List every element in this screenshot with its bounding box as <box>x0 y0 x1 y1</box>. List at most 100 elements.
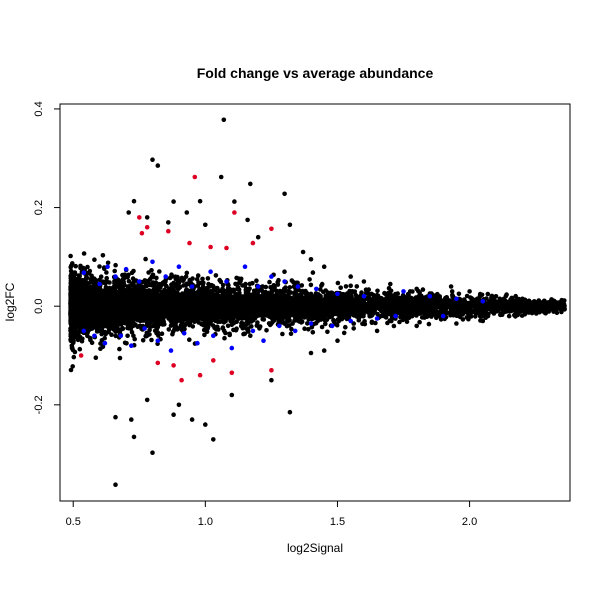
data-point <box>179 319 184 324</box>
data-point <box>117 346 122 352</box>
data-point <box>200 276 205 282</box>
data-point <box>391 294 397 300</box>
data-point <box>307 277 312 282</box>
data-point <box>426 321 432 327</box>
data-point <box>137 323 143 329</box>
data-point <box>369 304 375 309</box>
data-point <box>405 314 410 320</box>
data-point <box>310 330 316 335</box>
data-point <box>92 257 97 263</box>
data-point <box>309 324 315 330</box>
data-point <box>184 270 190 276</box>
data-point <box>98 341 103 346</box>
data-point <box>386 286 392 291</box>
data-point <box>131 268 136 274</box>
data-point <box>261 317 267 322</box>
data-point <box>248 333 253 339</box>
data-point <box>366 287 372 292</box>
data-point <box>349 290 355 295</box>
data-point <box>249 324 254 329</box>
data-point <box>513 293 518 299</box>
data-point <box>391 306 397 311</box>
data-point <box>334 322 340 328</box>
data-point <box>195 273 201 278</box>
data-point <box>562 298 567 303</box>
data-point <box>234 319 239 325</box>
data-point <box>81 282 86 288</box>
data-point <box>319 324 325 330</box>
data-point <box>375 311 380 317</box>
data-point <box>163 283 169 289</box>
data-point <box>97 264 102 269</box>
data-point <box>360 321 365 327</box>
data-point <box>84 274 89 280</box>
data-point <box>325 329 330 335</box>
data-point <box>212 325 217 331</box>
data-point <box>551 309 556 314</box>
data-point <box>169 282 174 287</box>
data-point <box>147 276 153 282</box>
data-point <box>70 280 75 286</box>
data-point <box>175 286 180 291</box>
data-point <box>236 280 242 286</box>
data-point <box>287 323 292 328</box>
data-point <box>69 263 74 268</box>
data-point <box>289 326 294 332</box>
data-point <box>375 288 380 294</box>
data-point <box>218 279 224 285</box>
data-point <box>125 284 131 289</box>
data-point <box>117 355 123 361</box>
data-point <box>205 276 211 281</box>
data-point <box>451 313 456 318</box>
data-point <box>71 354 77 360</box>
data-point <box>338 285 344 291</box>
data-point <box>104 270 109 275</box>
data-point <box>92 325 98 330</box>
data-point <box>472 309 478 315</box>
data-point <box>72 349 78 355</box>
data-point <box>98 274 104 280</box>
data-point <box>479 292 485 298</box>
data-point <box>331 317 336 323</box>
data-point <box>514 311 520 317</box>
data-point <box>234 275 239 281</box>
data-point <box>210 283 216 289</box>
data-point <box>343 324 348 330</box>
data-point <box>398 315 403 320</box>
data-point <box>175 280 181 286</box>
data-point <box>348 283 354 289</box>
data-point <box>86 271 92 276</box>
data-point <box>183 321 189 327</box>
data-point <box>302 326 307 332</box>
data-point <box>152 321 158 327</box>
data-point <box>79 278 85 283</box>
data-point <box>81 265 86 271</box>
data-point <box>380 309 385 314</box>
data-point <box>449 289 455 294</box>
data-point <box>369 319 375 325</box>
data-point <box>167 275 173 281</box>
data-point <box>227 332 232 338</box>
data-point <box>245 320 251 326</box>
data-point <box>68 276 74 281</box>
data-point <box>157 269 162 274</box>
data-point <box>308 282 314 288</box>
data-point <box>147 327 152 333</box>
data-points <box>68 117 567 488</box>
data-point <box>456 291 462 297</box>
data-point <box>217 319 223 325</box>
data-point <box>68 367 74 373</box>
data-point <box>250 318 256 323</box>
data-point <box>392 301 397 307</box>
data-point <box>187 322 192 328</box>
data-point <box>289 278 295 283</box>
data-point <box>341 330 347 336</box>
data-point <box>153 280 159 285</box>
data-point <box>464 315 470 320</box>
data-point <box>405 291 411 297</box>
chart-title: Fold change vs average abundance <box>197 65 434 81</box>
data-point <box>306 327 311 332</box>
data-point <box>313 320 319 326</box>
data-point <box>89 275 95 280</box>
data-point <box>236 286 241 292</box>
